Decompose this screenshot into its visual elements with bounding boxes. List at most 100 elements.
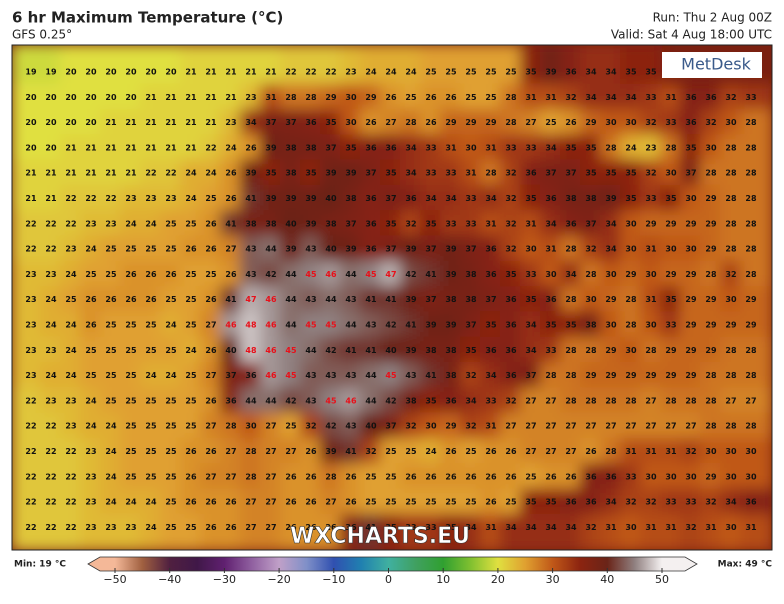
cell-value: 38: [465, 270, 477, 279]
heat-cell: [740, 286, 772, 314]
cell-value: 28: [745, 169, 757, 178]
heat-cell: [580, 45, 602, 86]
cell-value: 28: [545, 371, 557, 380]
heat-cell: [600, 260, 622, 289]
heat-cell: [300, 45, 322, 86]
heat-cell: [220, 184, 242, 213]
cell-value: 20: [85, 118, 97, 127]
cell-value: 40: [225, 346, 237, 355]
heat-cell: [440, 184, 462, 213]
cell-value: 23: [125, 523, 136, 532]
colorbar-tick-label: −50: [103, 573, 126, 586]
heat-cell: [320, 513, 342, 550]
heat-cell: [300, 210, 322, 238]
heat-cell: [120, 463, 142, 491]
heat-cell: [700, 159, 722, 187]
cell-value: 43: [325, 371, 336, 380]
heat-cell: [540, 437, 562, 466]
heat-cell: [260, 108, 282, 137]
cell-value: 21: [105, 118, 117, 127]
heat-cell: [360, 83, 382, 111]
heat-cell: [540, 412, 562, 440]
heat-cell: [380, 336, 402, 364]
cell-value: 35: [665, 295, 677, 304]
heat-cell: [740, 108, 772, 137]
cell-value: 29: [685, 321, 697, 330]
heat-cell: [240, 45, 262, 86]
cell-value: 29: [485, 118, 497, 127]
heat-cell: [580, 463, 602, 491]
cell-value: 27: [265, 472, 276, 481]
cell-value: 25: [365, 498, 377, 507]
cell-value: 26: [425, 118, 437, 127]
heat-cell: [260, 45, 282, 86]
heat-cell: [280, 513, 302, 550]
colorbar-tick-label: −20: [267, 573, 290, 586]
cell-value: 44: [245, 396, 257, 405]
cell-value: 21: [125, 143, 137, 152]
cell-value: 27: [525, 447, 536, 456]
heat-cell: [200, 412, 222, 440]
heat-cell: [740, 412, 772, 440]
cell-value: 38: [565, 194, 577, 203]
heat-cell: [100, 286, 122, 314]
heat-cell: [340, 311, 362, 339]
heat-cell: [400, 463, 422, 491]
heat-cell: [120, 311, 142, 339]
cell-value: 41: [225, 219, 237, 228]
cell-value: 38: [305, 143, 317, 152]
heat-cell: [640, 463, 662, 491]
cell-value: 24: [145, 498, 157, 507]
heat-cell: [560, 387, 582, 415]
heat-cell: [240, 83, 262, 111]
heat-cell: [640, 488, 662, 516]
heat-cell: [580, 134, 602, 162]
cell-value: 28: [665, 396, 677, 405]
cell-value: 39: [605, 194, 617, 203]
cell-value: 36: [505, 371, 517, 380]
heat-cell: [440, 311, 462, 339]
heat-cell: [140, 286, 162, 314]
heat-cell: [440, 134, 462, 162]
cell-value: 45: [365, 270, 377, 279]
heat-cell: [200, 286, 222, 314]
heat-cell: [720, 235, 742, 263]
heat-cell: [420, 134, 442, 162]
heat-cell: [280, 361, 302, 390]
heat-cell: [360, 437, 382, 466]
cell-value: 28: [705, 270, 717, 279]
heat-cell: [160, 235, 182, 263]
heat-cell: [320, 387, 342, 415]
heat-cell: [740, 83, 772, 111]
heat-cell: [420, 412, 442, 440]
heat-cell: [480, 311, 502, 339]
cell-value: 32: [505, 169, 516, 178]
cell-value: 26: [205, 396, 217, 405]
cell-value: 33: [425, 169, 436, 178]
cell-value: 43: [365, 321, 376, 330]
heat-cell: [200, 83, 222, 111]
heat-cell: [680, 488, 702, 516]
cell-value: 30: [345, 118, 357, 127]
cell-value: 28: [625, 321, 637, 330]
cell-value: 20: [45, 93, 57, 102]
cell-value: 28: [685, 396, 697, 405]
heat-cell: [660, 260, 682, 289]
heat-cell: [260, 488, 282, 516]
heat-cell: [620, 286, 642, 314]
heat-cell: [520, 260, 542, 289]
cell-value: 30: [605, 321, 617, 330]
heat-cell: [320, 286, 342, 314]
heat-cell: [540, 361, 562, 390]
cell-value: 23: [85, 523, 96, 532]
cell-value: 39: [305, 219, 317, 228]
heat-cell: [540, 134, 562, 162]
cell-value: 22: [305, 68, 316, 77]
cell-value: 23: [25, 346, 36, 355]
cell-value: 29: [645, 371, 657, 380]
cell-value: 24: [105, 498, 117, 507]
cell-value: 23: [85, 472, 96, 481]
cell-value: 23: [85, 447, 96, 456]
cell-value: 39: [285, 245, 297, 254]
cell-value: 20: [105, 93, 117, 102]
